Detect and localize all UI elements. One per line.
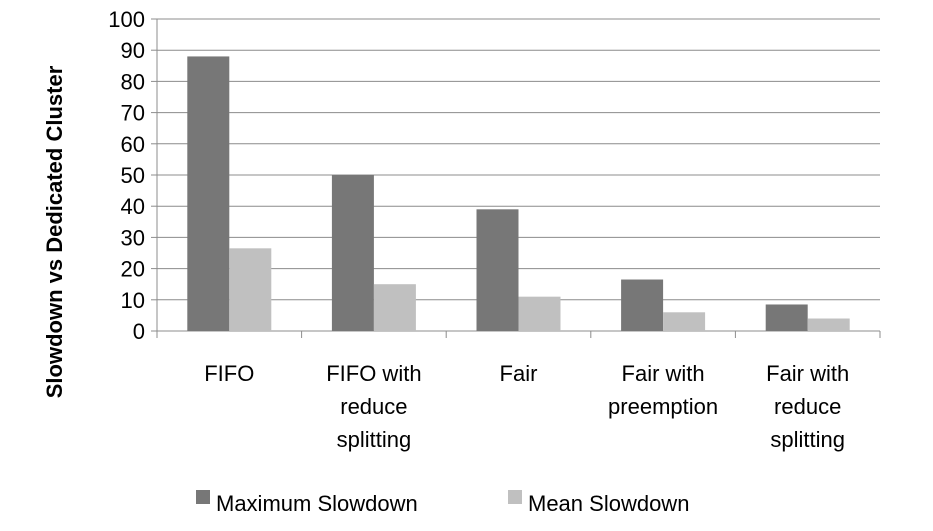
y-tick-label: 60 xyxy=(121,132,145,157)
bar-mean-slowdown xyxy=(807,318,850,331)
x-category-label-line: reduce xyxy=(774,394,841,419)
x-category-label-line: Fair xyxy=(500,361,538,386)
y-tick-label: 50 xyxy=(121,163,145,188)
bars xyxy=(187,56,850,331)
y-tick-label: 40 xyxy=(121,194,145,219)
x-category-label-line: Fair with xyxy=(766,361,849,386)
y-axis-label: Slowdown vs Dedicated Cluster xyxy=(42,65,67,398)
y-tick-label: 30 xyxy=(121,225,145,250)
x-category-label: Fair xyxy=(500,361,538,386)
legend-swatch xyxy=(508,490,522,504)
bar-mean-slowdown xyxy=(518,296,561,331)
x-category-label: FIFO xyxy=(204,361,254,386)
x-category-label: Fair with preemption xyxy=(608,361,718,419)
bar-maximum-slowdown xyxy=(621,279,664,331)
x-category-label-line: splitting xyxy=(770,427,845,452)
bar-mean-slowdown xyxy=(229,248,272,331)
x-category-label: FIFO with reduce splitting xyxy=(326,361,421,452)
legend: Maximum Slowdown Mean Slowdown xyxy=(196,490,689,516)
x-category-label-line: Fair with xyxy=(622,361,705,386)
x-category-label: Fair with reduce splitting xyxy=(766,361,849,452)
legend-label: Maximum Slowdown xyxy=(216,491,418,516)
x-category-label-line: FIFO with xyxy=(326,361,421,386)
legend-swatch xyxy=(196,490,210,504)
y-tick-label: 100 xyxy=(108,7,145,32)
y-tick-label: 80 xyxy=(121,69,145,94)
x-category-labels: FIFO FIFO with reduce splitting Fair Fair wit… xyxy=(204,361,849,452)
x-category-label-line: reduce xyxy=(340,394,407,419)
gridlines xyxy=(157,18,880,301)
legend-label: Mean Slowdown xyxy=(528,491,689,516)
bar-mean-slowdown xyxy=(663,312,706,331)
bar-mean-slowdown xyxy=(373,284,416,331)
y-tick-label: 70 xyxy=(121,101,145,126)
y-tick-label: 90 xyxy=(121,38,145,63)
bar-maximum-slowdown xyxy=(187,56,230,331)
bar-maximum-slowdown xyxy=(765,304,808,331)
bar-maximum-slowdown xyxy=(476,209,519,331)
y-tick-label: 10 xyxy=(121,288,145,313)
y-tick-label: 20 xyxy=(121,257,145,282)
y-tick-label: 0 xyxy=(133,319,145,344)
x-category-label-line: FIFO xyxy=(204,361,254,386)
x-category-label-line: preemption xyxy=(608,394,718,419)
bar-maximum-slowdown xyxy=(331,175,374,331)
x-category-label-line: splitting xyxy=(337,427,412,452)
y-tick-labels: 0 10 20 30 40 50 60 70 80 90 100 xyxy=(108,7,145,344)
